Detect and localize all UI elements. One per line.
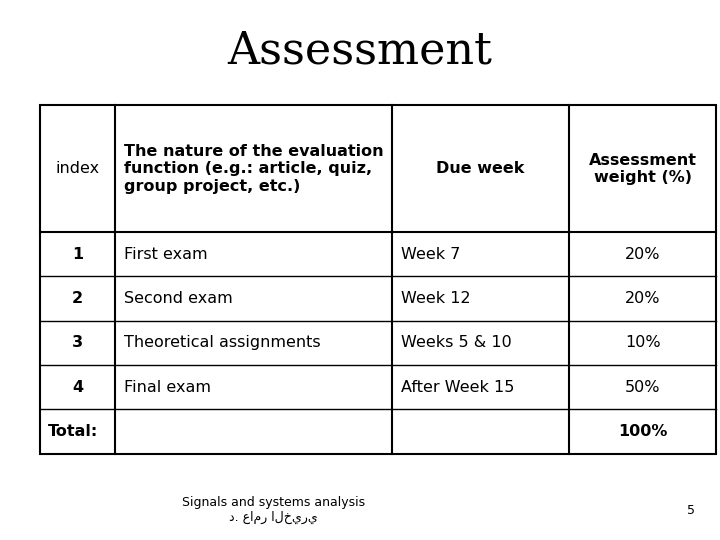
Text: Second exam: Second exam (124, 291, 233, 306)
Text: 20%: 20% (625, 247, 660, 262)
Text: 10%: 10% (625, 335, 660, 350)
Text: Week 7: Week 7 (401, 247, 460, 262)
Text: 50%: 50% (625, 380, 660, 395)
Bar (40, 105, 716, 454)
Text: First exam: First exam (124, 247, 207, 262)
Text: 5: 5 (687, 504, 695, 517)
Text: 1: 1 (72, 247, 83, 262)
Text: Due week: Due week (436, 161, 525, 176)
Text: Week 12: Week 12 (401, 291, 471, 306)
Text: Total:: Total: (48, 424, 99, 439)
Text: 4: 4 (72, 380, 83, 395)
Text: After Week 15: After Week 15 (401, 380, 514, 395)
Text: 100%: 100% (618, 424, 667, 439)
Text: 20%: 20% (625, 291, 660, 306)
Text: Theoretical assignments: Theoretical assignments (124, 335, 320, 350)
Text: index: index (55, 161, 99, 176)
Text: Assessment
weight (%): Assessment weight (%) (589, 152, 697, 185)
Text: Signals and systems analysis
د. عامر الخيري: Signals and systems analysis د. عامر الخ… (182, 496, 365, 524)
Text: The nature of the evaluation
function (e.g.: article, quiz,
group project, etc.): The nature of the evaluation function (e… (124, 144, 384, 194)
Text: Weeks 5 & 10: Weeks 5 & 10 (401, 335, 512, 350)
Text: 3: 3 (72, 335, 83, 350)
Text: Assessment: Assessment (228, 30, 492, 73)
Text: 2: 2 (72, 291, 83, 306)
Text: Final exam: Final exam (124, 380, 211, 395)
